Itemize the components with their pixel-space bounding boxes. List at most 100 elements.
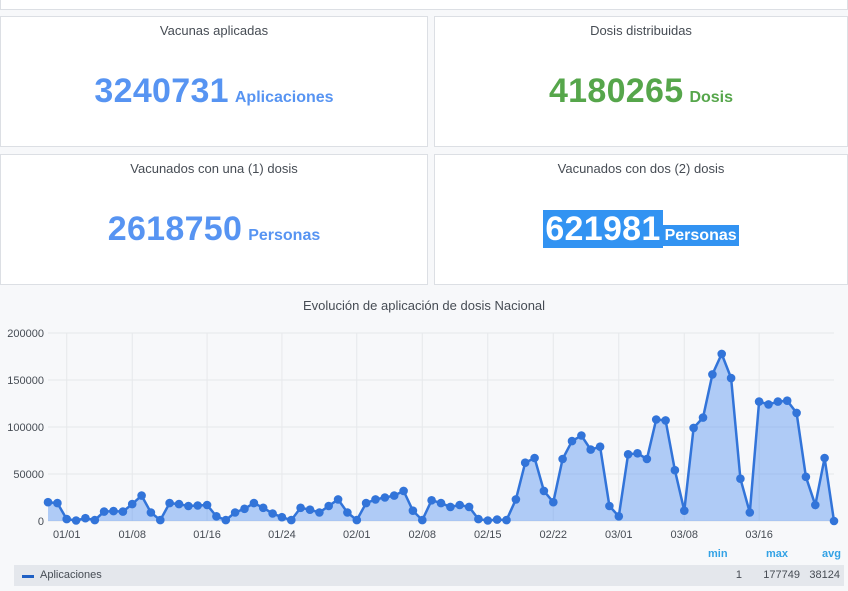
data-point: [661, 416, 670, 425]
data-point: [408, 506, 418, 515]
data-point: [595, 442, 605, 451]
stat-value-wrap: 2618750 Personas: [1, 210, 427, 249]
x-tick-label: 03/01: [605, 529, 633, 541]
data-point: [567, 436, 577, 446]
data-point: [726, 373, 736, 383]
panel-title: Dosis distribuidas: [590, 23, 692, 38]
data-point: [464, 502, 474, 512]
data-point: [361, 498, 371, 508]
data-point: [221, 515, 231, 525]
data-point: [773, 397, 783, 406]
data-point: [558, 454, 567, 464]
data-point: [549, 497, 558, 507]
y-axis: 0 50000 100000 150000 200000: [7, 328, 44, 528]
legend-header-avg[interactable]: avg: [822, 548, 841, 560]
data-point: [399, 486, 408, 496]
stat-unit: Dosis: [689, 89, 734, 106]
data-point: [109, 506, 118, 516]
data-point: [502, 515, 511, 525]
stat-panel-dos-dosis[interactable]: Vacunados con dos (2) dosis 621981 Person…: [434, 154, 848, 285]
data-point: [165, 498, 174, 508]
data-point: [99, 507, 109, 516]
data-point: [118, 507, 128, 516]
y-tick-label: 50000: [13, 469, 44, 481]
stat-value: 3240731: [94, 72, 229, 110]
data-point: [455, 500, 465, 510]
data-point: [343, 508, 352, 517]
data-point: [539, 486, 549, 496]
stat-value-wrap: 4180265 Dosis: [435, 72, 847, 111]
stat-unit: Personas: [248, 227, 321, 244]
panel-title: Vacunados con una (1) dosis: [130, 161, 298, 176]
data-point: [642, 454, 652, 464]
data-point: [614, 512, 624, 521]
x-tick-label: 03/08: [671, 529, 699, 541]
stat-panel-dosis-distribuidas[interactable]: Dosis distribuidas 4180265 Dosis: [434, 16, 848, 147]
data-point: [708, 370, 717, 379]
data-point: [296, 503, 305, 513]
data-point: [446, 502, 455, 512]
data-point: [586, 445, 595, 454]
legend-header-max[interactable]: max: [766, 548, 789, 560]
data-point: [240, 504, 249, 514]
data-point: [717, 349, 726, 359]
data-point: [680, 506, 689, 515]
legend-header-min[interactable]: min: [708, 548, 728, 560]
series-area-aplicaciones: [48, 353, 834, 521]
x-tick-label: 03/16: [745, 529, 773, 541]
data-point: [530, 453, 539, 463]
stat-value-wrap: 3240731 Aplicaciones: [1, 72, 427, 111]
data-point: [670, 465, 680, 475]
data-point: [174, 499, 184, 509]
y-tick-label: 0: [38, 516, 44, 528]
y-tick-label: 100000: [7, 422, 44, 434]
top-panel-edge: [0, 0, 848, 10]
area-chart[interactable]: 0 50000 100000 150000 200000 01/01 01/08 01/16…: [0, 318, 848, 544]
x-tick-label: 01/01: [53, 529, 81, 541]
stat-value: 4180265: [548, 72, 684, 110]
legend-swatch: [22, 575, 34, 578]
legend-min-value: 1: [735, 569, 742, 581]
chart-grid: [48, 332, 834, 522]
stat-panel-vacunas-aplicadas[interactable]: Vacunas aplicadas 3240731 Aplicaciones: [0, 16, 428, 147]
data-point: [436, 498, 446, 508]
legend-series-name[interactable]: Aplicaciones: [40, 569, 102, 581]
data-point: [633, 449, 642, 458]
data-point: [492, 515, 502, 524]
data-point: [801, 472, 811, 482]
y-tick-label: 200000: [7, 328, 44, 340]
panel-title: Vacunados con dos (2) dosis: [557, 161, 725, 176]
data-point: [782, 396, 792, 405]
data-point: [268, 509, 277, 518]
data-point: [764, 400, 773, 409]
data-point: [212, 512, 221, 521]
data-point: [53, 498, 62, 508]
data-point: [305, 505, 315, 514]
data-point: [277, 512, 287, 522]
data-point: [184, 501, 193, 511]
x-tick-label: 02/15: [474, 529, 502, 541]
stat-value-wrap: 621981 Personas: [435, 210, 847, 249]
data-point: [745, 508, 755, 517]
x-axis: 01/01 01/08 01/16 01/24 02/01 02/08 02/15 02/22…: [53, 529, 773, 541]
data-point: [127, 499, 137, 509]
data-point: [62, 514, 71, 524]
panel-title: Vacunas aplicadas: [159, 23, 269, 38]
data-point: [754, 397, 764, 406]
stat-panel-una-dosis[interactable]: Vacunados con una (1) dosis 2618750 Perso…: [0, 154, 428, 285]
data-point: [418, 515, 427, 525]
stat-value: 2618750: [107, 210, 243, 248]
data-point: [258, 503, 268, 513]
data-point: [333, 495, 343, 504]
stat-unit: Personas: [662, 225, 739, 246]
data-point: [427, 496, 436, 505]
data-point: [623, 450, 633, 459]
stat-unit: Aplicaciones: [234, 89, 334, 106]
legend-avg-value: 38124: [809, 569, 840, 581]
legend-row-aplicaciones[interactable]: Aplicaciones 1 177749 38124: [14, 565, 844, 586]
data-point: [230, 508, 240, 517]
x-tick-label: 01/08: [118, 529, 146, 541]
data-point: [156, 515, 165, 525]
data-point: [698, 413, 708, 422]
x-tick-label: 01/24: [268, 529, 296, 541]
